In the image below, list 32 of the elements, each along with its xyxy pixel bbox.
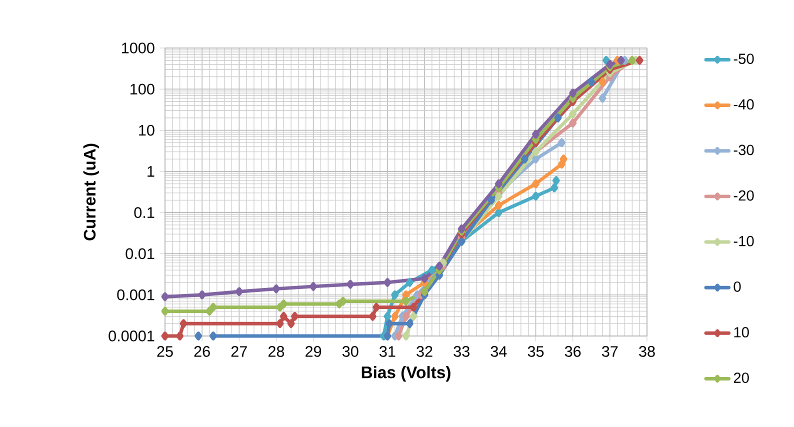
- legend-label: 20: [734, 372, 749, 383]
- x-tick-label: 31: [380, 346, 396, 357]
- y-tick-label: 0.0001: [108, 330, 154, 342]
- legend-label: -50: [734, 54, 754, 64]
- x-tick-label: 35: [528, 346, 544, 357]
- y-tick-label: 10: [139, 124, 154, 136]
- x-tick-label: 36: [564, 346, 581, 357]
- y-tick-label: 100: [130, 84, 154, 95]
- x-tick-label: 25: [157, 346, 173, 357]
- x-tick-label: 28: [268, 346, 284, 357]
- y-tick-label: 0.01: [126, 248, 154, 260]
- y-tick-label: 0.001: [117, 289, 154, 300]
- y-tick-label: 1: [148, 166, 154, 177]
- x-tick-label: 32: [416, 346, 432, 357]
- x-tick-label: 27: [231, 346, 247, 357]
- x-tick-label: 34: [490, 346, 507, 357]
- x-tick-label: 29: [306, 346, 322, 357]
- legend-label: 0: [734, 281, 741, 292]
- legend-label: -20: [734, 190, 754, 201]
- x-tick-label: 33: [454, 346, 470, 357]
- y-axis-title: Current (uA): [83, 144, 99, 240]
- x-axis-title: Bias (Volts): [362, 366, 450, 382]
- y-tick-label: 1000: [122, 42, 154, 54]
- legend-label: 10: [734, 327, 749, 338]
- y-tick-label: 0.1: [134, 207, 154, 218]
- legend-label: -40: [734, 99, 754, 110]
- x-tick-label: 38: [639, 346, 655, 357]
- legend-label: -30: [734, 144, 754, 156]
- x-tick-label: 30: [342, 346, 358, 357]
- legend-label: -10: [734, 236, 754, 246]
- x-tick-label: 37: [602, 346, 618, 357]
- x-tick-label: 26: [194, 346, 210, 357]
